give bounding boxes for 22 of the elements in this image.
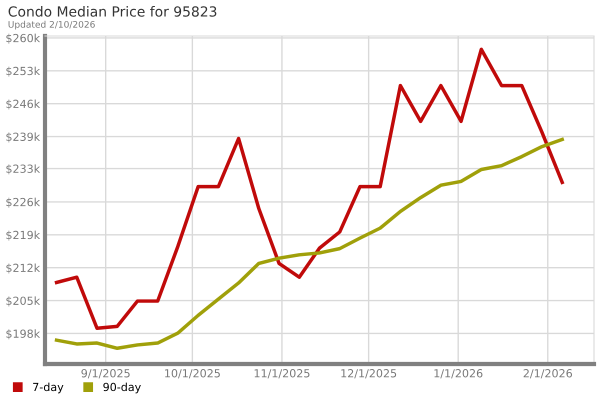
y-tick-label: $212k — [6, 263, 40, 274]
legend-label: 7-day — [33, 382, 64, 394]
y-tick-label: $239k — [6, 132, 40, 142]
chart-subtitle: Updated 2/10/2026 — [8, 20, 95, 30]
x-tick-label: 2/1/2026 — [524, 369, 572, 378]
y-tick-label: $219k — [6, 230, 40, 241]
y-tick-label: $205k — [6, 296, 40, 306]
y-tick-label: $246k — [6, 99, 40, 110]
x-tick-label: 11/1/2025 — [254, 369, 310, 378]
x-tick-label: 12/1/2025 — [341, 369, 396, 378]
y-tick-label: $233k — [6, 164, 40, 174]
chart-title: Condo Median Price for 95823 — [8, 6, 216, 17]
y-tick-label: $253k — [6, 66, 40, 77]
line-series — [54, 48, 564, 330]
legend-label: 90-day — [103, 382, 141, 394]
x-tick-label: 10/1/2025 — [165, 369, 220, 378]
y-tick-label: $260k — [6, 34, 40, 44]
y-tick-label: $198k — [6, 329, 40, 340]
x-tick-label: 9/1/2025 — [81, 369, 130, 378]
y-tick-label: $226k — [6, 198, 40, 208]
x-tick-label: 1/1/2026 — [434, 369, 482, 378]
line-series — [54, 138, 564, 350]
